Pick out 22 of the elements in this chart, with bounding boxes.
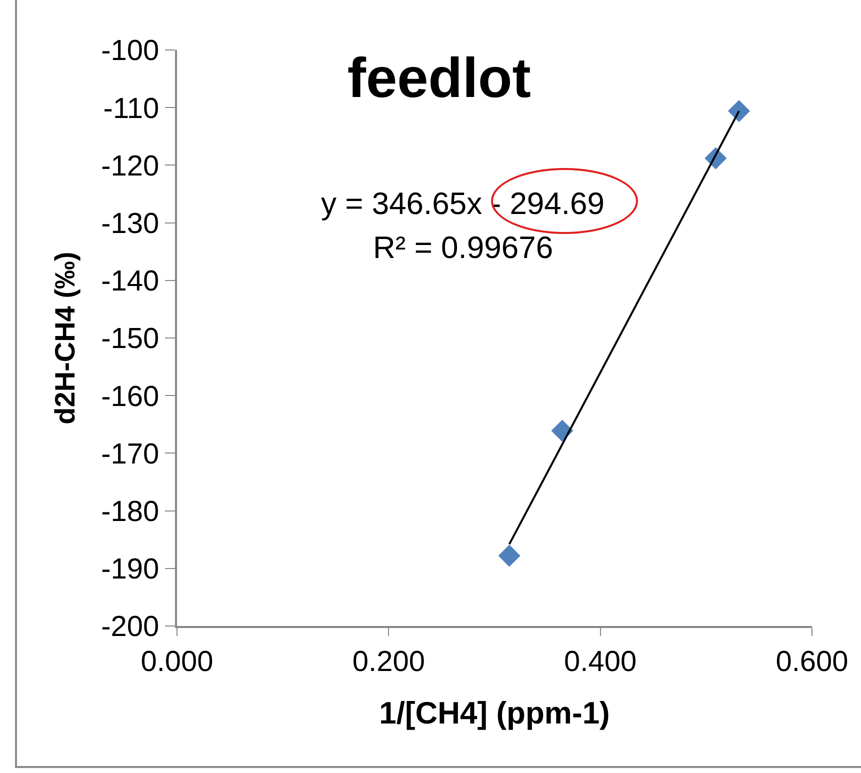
y-tick-label: -200: [101, 611, 160, 644]
y-tick-label: -160: [101, 380, 160, 413]
x-tick-label: 0.400: [564, 646, 637, 678]
x-tick-label: 0.200: [352, 646, 425, 678]
y-tick-label: -100: [101, 35, 160, 68]
x-tick-label: 0.600: [776, 646, 848, 678]
y-axis-title: d2H-CH4 (‰): [49, 252, 80, 424]
y-tick-label: -180: [101, 496, 160, 528]
y-tick-label: -190: [101, 554, 160, 586]
point: [498, 544, 520, 567]
y-tick-label: -140: [101, 266, 160, 298]
y-tick-label: -130: [101, 208, 160, 240]
x-axis-title: 1/[CH4] (ppm-1): [379, 696, 610, 730]
y-tick-label: -170: [101, 438, 160, 470]
annotation: R² = 0.99676: [373, 230, 554, 265]
y-tick-label: -120: [101, 150, 160, 182]
y-tick-label: -150: [101, 323, 160, 356]
y-tick-label: -110: [103, 92, 160, 125]
x-tick-label: 0.000: [140, 646, 214, 678]
point: [551, 420, 574, 442]
chart-title: feedlot: [347, 46, 531, 109]
point: [728, 100, 750, 122]
